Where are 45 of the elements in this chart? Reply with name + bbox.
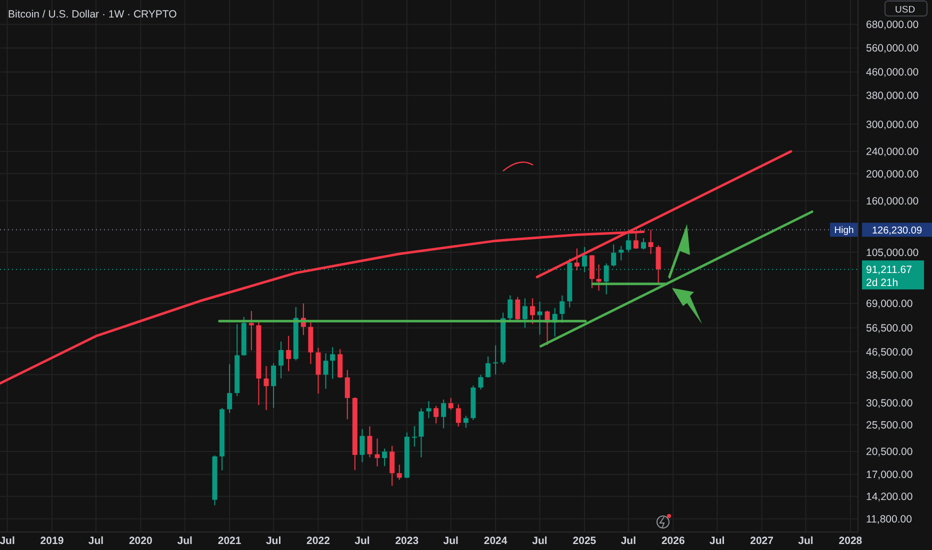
x-tick-label: 2022 (306, 535, 330, 547)
y-tick-label: 200,000.00 (866, 168, 919, 180)
y-tick-label: 380,000.00 (866, 90, 919, 102)
y-tick-label: 300,000.00 (866, 118, 919, 131)
y-tick-label: 14,200.00 (866, 491, 913, 504)
x-tick-label: 2024 (484, 535, 508, 547)
y-tick-label: 69,000.00 (866, 298, 913, 310)
x-tick-label: 2020 (128, 535, 152, 547)
x-tick-label: 2027 (750, 535, 774, 547)
x-tick-label: 2028 (838, 535, 862, 547)
text: 91,211.67 (866, 264, 912, 276)
y-axis-title: USD (895, 4, 916, 16)
y-tick-label: 38,500.00 (866, 369, 913, 382)
y-tick-label: 56,500.00 (866, 322, 913, 335)
x-tick-label: Jul (620, 535, 636, 547)
x-tick-label: Jul (0, 535, 15, 547)
x-tick-label: Jul (266, 535, 282, 547)
x-tick-label: 2023 (395, 535, 419, 547)
x-tick-label: Jul (710, 535, 725, 547)
y-tick-label: 20,500.00 (866, 446, 913, 458)
x-tick-label: Jul (798, 535, 814, 547)
y-tick-label: 560,000.00 (866, 42, 919, 55)
x-tick-label: Jul (88, 535, 104, 547)
y-tick-label: 30,500.00 (866, 398, 913, 410)
y-tick-label: 46,500.00 (866, 346, 913, 358)
y-tick-label: 160,000.00 (866, 196, 919, 208)
x-tick-label: Jul (354, 535, 370, 547)
y-tick-label: 17,000.00 (866, 469, 913, 482)
y-tick-label: 460,000.00 (866, 66, 919, 79)
x-tick-label: Jul (443, 535, 459, 547)
x-tick-label: Jul (177, 535, 193, 547)
y-tick-label: 25,500.00 (866, 420, 913, 432)
text: Bitcoin / U.S. Dollar · 1W · CRYPTO (8, 8, 177, 21)
ref-line-label: High (834, 225, 854, 236)
text: 126,230.09 (872, 225, 922, 236)
x-tick-label: 2019 (40, 535, 64, 547)
x-tick-label: Jul (532, 535, 548, 547)
ref-line-label: 2d 21h (866, 277, 898, 290)
x-tick-label: 2026 (661, 535, 685, 547)
y-tick-label: 240,000.00 (866, 146, 919, 158)
y-tick-label: 105,000.00 (866, 246, 919, 259)
x-tick-label: 2021 (218, 535, 242, 547)
y-tick-label: 680,000.00 (866, 18, 919, 31)
x-tick-label: 2025 (572, 535, 596, 547)
y-tick-label: 11,800.00 (866, 514, 912, 526)
